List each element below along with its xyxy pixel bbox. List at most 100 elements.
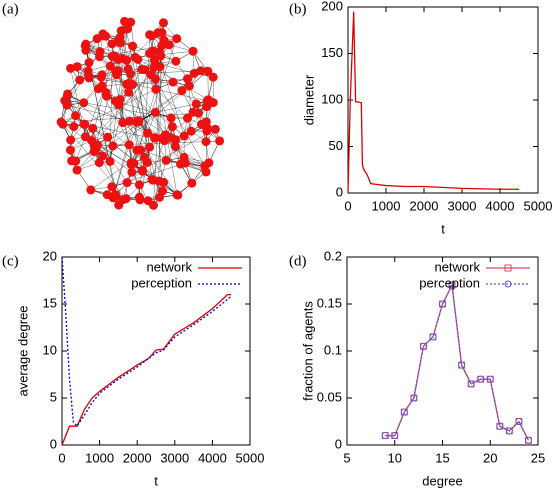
node <box>105 156 115 166</box>
node <box>164 40 174 50</box>
x-axis-label: degree <box>422 473 462 488</box>
node <box>143 128 153 138</box>
node <box>93 140 103 150</box>
node <box>71 111 81 121</box>
x-tick-label: 25 <box>531 450 545 465</box>
marker <box>467 380 475 388</box>
marker <box>410 394 418 402</box>
node <box>157 186 167 196</box>
node <box>65 145 75 155</box>
node <box>97 70 107 80</box>
node <box>149 55 159 65</box>
node <box>103 132 113 142</box>
marker <box>419 342 427 350</box>
x-tick-label: 5000 <box>236 450 265 465</box>
edge <box>140 149 207 173</box>
node <box>134 116 144 126</box>
y-tick-label: 20 <box>43 248 57 263</box>
node <box>202 126 212 136</box>
x-tick-label: 1000 <box>85 450 114 465</box>
y-tick-label: 50 <box>329 138 343 153</box>
node <box>161 155 171 165</box>
node <box>187 178 197 188</box>
node <box>66 135 76 145</box>
node <box>107 182 117 192</box>
node <box>208 72 218 82</box>
data-line <box>385 282 530 441</box>
edge <box>109 28 128 162</box>
data-line <box>347 11 519 194</box>
node <box>151 84 161 94</box>
panel-label: (c) <box>2 253 19 269</box>
x-tick-label: 0 <box>58 450 65 465</box>
edge <box>112 43 209 100</box>
edge <box>115 100 172 119</box>
node <box>140 152 150 162</box>
marker <box>400 408 408 416</box>
y-axis-label: diameter <box>301 74 316 125</box>
node <box>79 98 89 108</box>
node <box>130 52 140 62</box>
edge <box>88 77 129 84</box>
node <box>173 190 183 200</box>
edge <box>155 78 205 167</box>
node <box>79 119 89 129</box>
y-tick-label: 200 <box>321 0 343 13</box>
node <box>124 87 134 97</box>
node <box>196 66 206 76</box>
node <box>138 166 148 176</box>
y-tick-label: 150 <box>321 45 343 60</box>
node <box>201 167 211 177</box>
marker <box>515 418 523 425</box>
node <box>112 70 122 80</box>
edge <box>189 86 192 132</box>
node <box>150 133 160 143</box>
node <box>172 34 182 44</box>
node <box>102 91 112 101</box>
node <box>166 113 176 123</box>
y-axis-label: fraction of agents <box>300 301 315 401</box>
node <box>124 140 134 150</box>
panel-label: (d) <box>289 253 307 269</box>
node <box>58 119 68 129</box>
node <box>123 24 133 34</box>
x-tick-label: 3000 <box>160 450 189 465</box>
marker <box>496 422 504 430</box>
node <box>140 65 150 75</box>
node <box>177 86 187 96</box>
y-tick-label: 15 <box>43 295 57 310</box>
node <box>150 74 160 84</box>
node <box>118 195 128 205</box>
marker <box>448 281 456 289</box>
data-line <box>61 293 232 446</box>
x-tick-label: 5000 <box>524 198 553 213</box>
marker <box>381 432 389 440</box>
marker <box>458 361 466 369</box>
node <box>191 99 201 109</box>
node <box>171 56 181 66</box>
node <box>134 180 144 190</box>
x-axis-label: t <box>441 221 445 236</box>
node <box>71 156 81 166</box>
node <box>145 142 155 152</box>
legend-marker <box>504 264 512 272</box>
node <box>89 147 99 157</box>
edge <box>155 89 188 119</box>
node <box>157 41 167 51</box>
node <box>86 185 96 195</box>
x-tick-label: 2000 <box>410 198 439 213</box>
edge <box>93 71 116 152</box>
node <box>202 102 212 112</box>
node <box>148 200 158 210</box>
node <box>179 131 189 141</box>
marker <box>486 375 494 383</box>
node <box>102 190 112 200</box>
legend-label: perception <box>131 275 192 290</box>
data-line <box>61 256 232 428</box>
y-axis-label: average degree <box>15 305 30 396</box>
node <box>84 58 94 68</box>
edge <box>112 50 153 198</box>
x-tick-label: 2000 <box>123 450 152 465</box>
legend-label: network <box>146 259 192 274</box>
node <box>84 71 94 81</box>
